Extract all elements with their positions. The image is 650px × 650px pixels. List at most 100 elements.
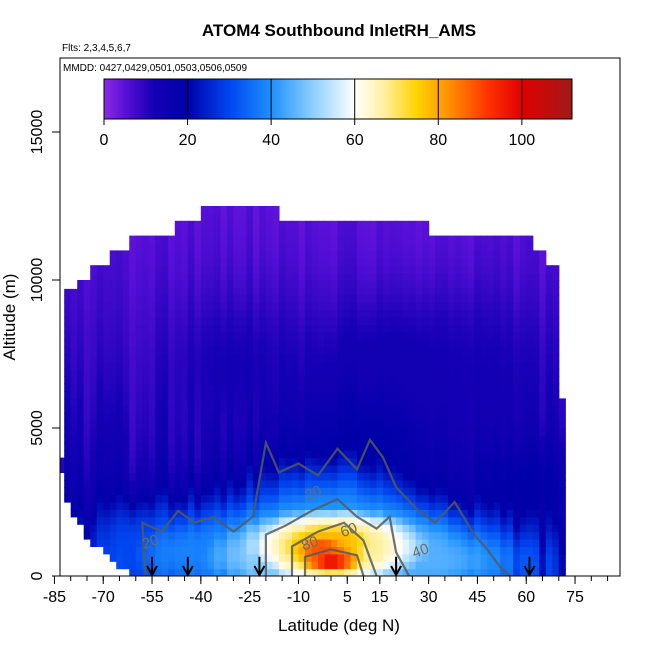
field-cell: [344, 339, 352, 348]
field-cell: [461, 235, 469, 244]
field-cell: [96, 509, 104, 518]
field-cell: [129, 524, 137, 533]
field-cell: [500, 376, 508, 385]
field-cell: [174, 354, 182, 362]
field-cell: [350, 494, 358, 503]
field-cell: [389, 568, 397, 576]
field-cell: [116, 354, 124, 362]
field-cell: [532, 250, 540, 259]
field-cell: [252, 272, 261, 281]
field-cell: [545, 568, 553, 576]
field-cell: [350, 383, 358, 392]
field-cell: [291, 235, 300, 244]
field-cell: [116, 302, 124, 311]
field-cell: [285, 531, 293, 540]
field-cell: [500, 413, 508, 422]
field-cell: [122, 435, 130, 444]
field-cell: [116, 339, 124, 348]
field-cell: [226, 280, 234, 288]
field-cell: [129, 302, 137, 311]
field-cell: [461, 539, 469, 547]
field-cell: [337, 502, 345, 510]
field-cell: [493, 368, 501, 377]
field-cell: [357, 294, 365, 303]
field-cell: [396, 539, 404, 547]
field-cell: [174, 472, 182, 481]
field-cell: [233, 494, 241, 503]
field-cell: [428, 272, 436, 281]
field-cell: [259, 420, 267, 429]
field-cell: [370, 457, 378, 466]
colorbar-tick-label: 40: [262, 132, 280, 149]
field-cell: [441, 265, 449, 274]
field-cell: [467, 257, 475, 266]
field-cell: [428, 243, 436, 251]
field-cell: [435, 516, 443, 525]
field-cell: [116, 405, 124, 414]
field-cell: [298, 287, 306, 296]
field-cell: [448, 339, 456, 348]
field-cell: [304, 383, 313, 392]
field-cell: [135, 361, 143, 370]
field-cell: [220, 287, 228, 296]
field-cell: [181, 309, 189, 318]
field-cell: [480, 472, 488, 481]
field-cell: [181, 317, 189, 325]
field-cell: [337, 243, 345, 251]
field-cell: [259, 531, 267, 540]
field-cell: [519, 465, 527, 473]
field-cell: [220, 257, 228, 266]
field-cell: [363, 339, 371, 348]
field-cell: [168, 465, 176, 473]
field-cell: [519, 487, 527, 496]
field-cell: [148, 265, 156, 274]
field-cell: [552, 265, 560, 274]
field-cell: [519, 309, 527, 318]
field-cell: [344, 502, 352, 510]
field-cell: [304, 294, 313, 303]
field-cell: [239, 450, 247, 459]
field-cell: [487, 428, 495, 436]
field-cell: [448, 235, 456, 244]
field-cell: [226, 257, 234, 266]
field-cell: [435, 368, 443, 377]
field-cell: [532, 524, 540, 533]
field-cell: [370, 553, 378, 562]
field-cell: [148, 539, 156, 547]
field-cell: [265, 280, 274, 288]
field-cell: [285, 317, 293, 325]
field-cell: [370, 302, 378, 311]
field-cell: [272, 228, 280, 237]
field-cell: [213, 457, 221, 466]
field-cell: [402, 294, 410, 303]
field-cell: [64, 420, 72, 429]
field-cell: [116, 428, 124, 436]
field-cell: [252, 391, 261, 399]
field-cell: [350, 465, 358, 473]
field-cell: [96, 531, 104, 540]
field-cell: [207, 257, 215, 266]
field-cell: [441, 472, 449, 481]
field-cell: [552, 553, 560, 562]
field-cell: [298, 472, 306, 481]
field-cell: [532, 472, 540, 481]
field-cell: [226, 317, 234, 325]
field-cell: [109, 280, 117, 288]
field-cell: [448, 487, 456, 496]
field-cell: [135, 391, 143, 399]
field-cell: [278, 324, 287, 333]
field-cell: [129, 465, 137, 473]
field-cell: [344, 413, 352, 422]
field-cell: [435, 420, 443, 429]
field-cell: [344, 553, 352, 562]
field-cell: [396, 398, 404, 407]
field-cell: [174, 376, 182, 385]
field-cell: [181, 220, 189, 229]
field-cell: [487, 317, 495, 325]
field-cell: [239, 235, 247, 244]
field-cell: [487, 331, 495, 340]
field-cell: [526, 280, 534, 288]
field-cell: [155, 487, 163, 496]
field-cell: [278, 442, 287, 451]
field-cell: [142, 354, 150, 362]
